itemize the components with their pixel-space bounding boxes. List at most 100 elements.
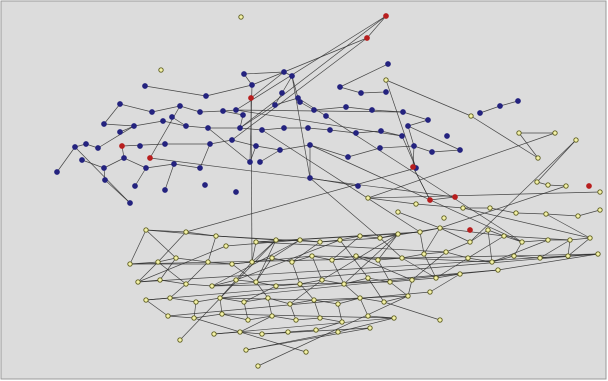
graph-node-yellow [597,207,603,213]
graph-node-yellow [501,233,507,239]
graph-edge [255,145,281,151]
graph-edge [219,279,237,299]
graph-edge [103,103,121,125]
graph-edge [401,257,437,279]
graph-node-blue [281,69,287,75]
graph-node-blue [253,143,259,149]
graph-edge [164,163,175,191]
graph-edge [145,229,217,237]
graph-edge [169,297,197,303]
graph-edge [134,167,147,187]
graph-edge [429,273,461,293]
graph-edge [137,253,599,283]
graph-node-yellow [489,259,495,265]
graph-node-blue [259,127,265,133]
graph-edge [383,301,441,321]
graph-node-yellow [437,317,443,323]
graph-node-yellow [365,195,371,201]
graph-edge [145,299,169,317]
graph-node-yellow [135,279,141,285]
graph-node-yellow [409,277,415,283]
graph-edge [383,295,409,303]
graph-node-yellow [259,331,265,337]
graph-edge [313,299,321,319]
graph-edge [255,281,277,287]
graph-edge [411,251,447,281]
graph-node-yellow [341,281,347,287]
graph-node-blue [117,101,123,107]
graph-edge [271,239,301,259]
edge-layer [56,15,601,367]
graph-edge [313,106,347,111]
graph-edge [137,261,159,283]
graph-node-blue [353,130,359,136]
graph-edge [379,237,403,259]
graph-node-yellow [573,137,579,143]
graph-node-red [147,155,153,161]
graph-node-yellow [367,325,373,331]
graph-node-yellow [317,315,323,321]
graph-edge [491,255,515,263]
graph-node-yellow [441,215,447,221]
graph-edge [259,149,281,163]
graph-edge [367,197,417,205]
graph-edge [412,166,431,201]
graph-edge [431,149,461,153]
graph-edge [343,233,399,285]
graph-edge [185,125,209,129]
graph-node-yellow [519,239,525,245]
graph-edge [97,125,135,149]
graph-edge [497,253,599,271]
graph-edge [545,213,579,217]
graph-edge [339,86,362,94]
graph-edge [412,145,415,168]
graph-node-yellow [237,329,243,335]
graph-edge [167,315,195,319]
graph-node-yellow [399,255,405,261]
graph-edge [173,163,201,169]
graph-node-yellow [357,233,363,239]
graph-node-blue [162,187,168,193]
graph-node-blue [171,161,177,167]
graph-node-yellow [127,261,133,267]
graph-edge [271,257,293,263]
graph-edge [274,75,293,106]
graph-node-red [364,35,370,41]
graph-node-yellow [269,313,275,319]
graph-node-blue [72,144,78,150]
graph-edge [209,139,233,145]
graph-edge [159,279,187,285]
graph-node-yellow [313,327,319,333]
graph-node-yellow [365,313,371,319]
graph-edge [235,261,253,281]
graph-node-blue [142,83,148,89]
graph-node-yellow [253,279,259,285]
graph-node-blue [160,118,166,124]
graph-node-yellow [375,257,381,263]
graph-edge [211,279,237,287]
graph-edge [221,313,249,321]
graph-node-yellow [217,295,223,301]
graph-node-blue [205,125,211,131]
graph-edge [445,241,471,253]
graph-edge [199,143,211,169]
graph-node-yellow [413,201,419,207]
graph-node-blue [307,142,313,148]
graph-node-blue [202,182,208,188]
graph-node-yellow [567,237,573,243]
graph-edge [235,239,341,281]
graph-edge [439,227,471,243]
graph-edge [179,105,201,113]
graph-node-blue [477,110,483,116]
graph-node-yellow [241,299,247,305]
graph-node-blue [378,128,384,134]
graph-node-yellow [219,311,225,317]
graph-node-blue [399,133,405,139]
graph-edge [503,235,523,243]
graph-edge [279,144,311,151]
graph-node-yellow [289,259,295,265]
graph-node-yellow [265,295,271,301]
graph-node-yellow [311,297,317,303]
graph-node-yellow [535,155,541,161]
graph-edge [299,279,323,285]
